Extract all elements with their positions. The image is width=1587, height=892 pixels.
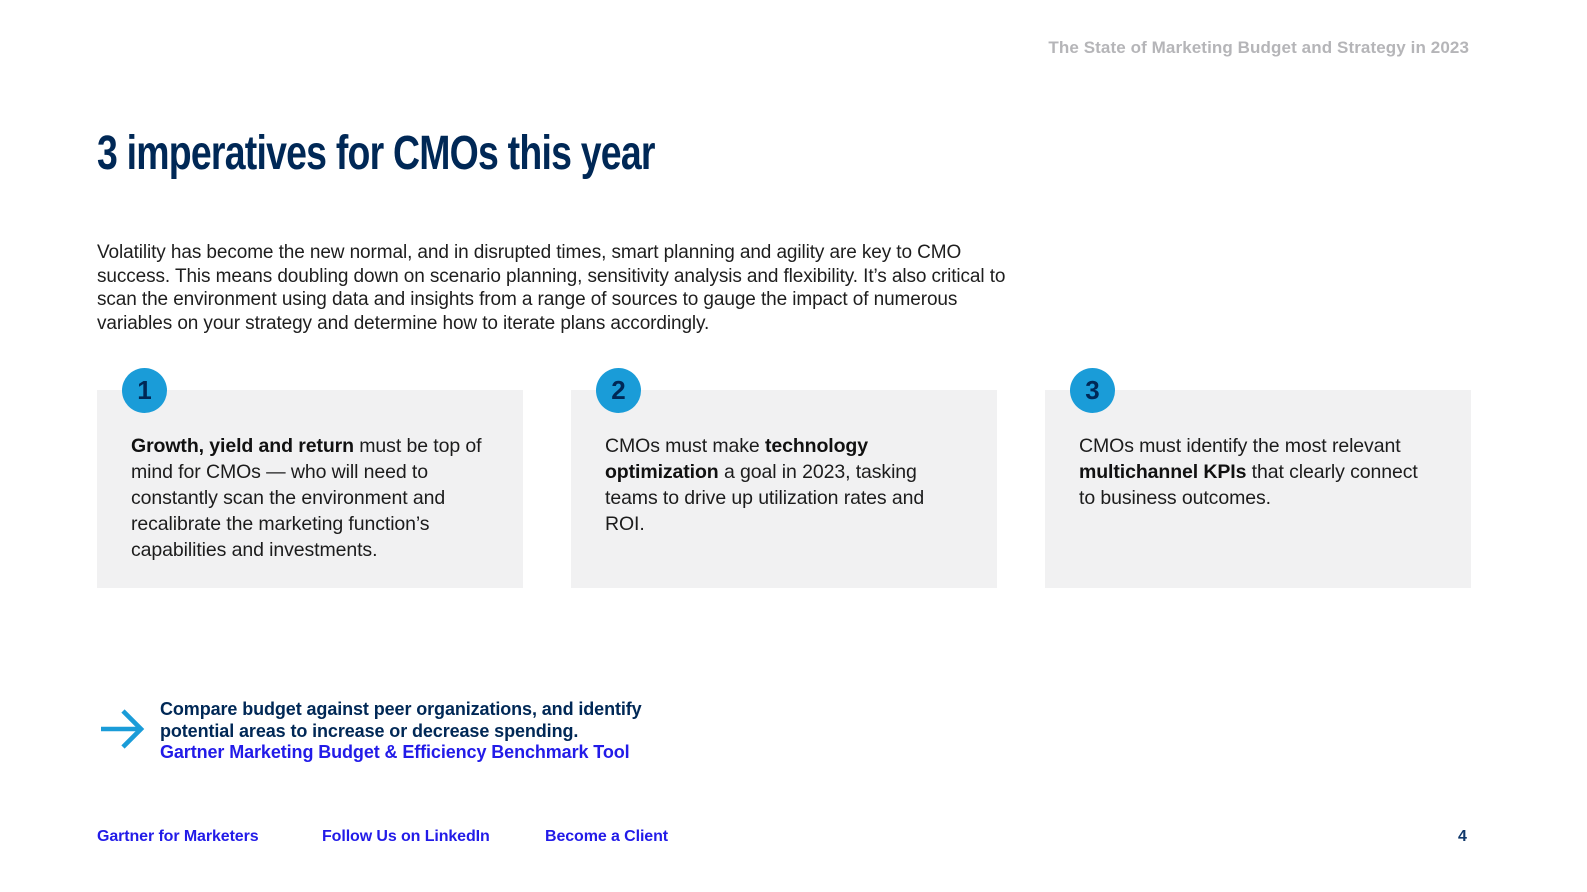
running-title: The State of Marketing Budget and Strate… [1048, 38, 1469, 57]
card-text-bold: technology optimization [605, 435, 868, 483]
footer-link-become-a-client[interactable]: Become a Client [545, 828, 668, 845]
card-text-pre: CMOs must identify the most relevant [1079, 435, 1401, 457]
imperatives-card-list: 1 Growth, yield and return must be top o… [97, 368, 1471, 588]
cta-line-1: Compare budget against peer organization… [160, 699, 642, 719]
card-text-bold: multichannel KPIs [1079, 461, 1247, 483]
card-text-post: that clearly connect to business outcome… [1079, 461, 1418, 509]
footer-link-follow-linkedin[interactable]: Follow Us on LinkedIn [322, 828, 490, 845]
card-body: CMOs must identify the most relevant mul… [1045, 390, 1471, 588]
intro-paragraph: Volatility has become the new normal, an… [97, 242, 1006, 334]
footer-link-gartner-for-marketers[interactable]: Gartner for Marketers [97, 828, 259, 845]
card-text-post: a goal in 2023, tasking teams to drive u… [605, 461, 925, 535]
benchmark-tool-link[interactable]: Gartner Marketing Budget & Efficiency Be… [160, 742, 630, 762]
card-text: CMOs must identify the most relevant mul… [1079, 433, 1433, 511]
number-badge: 3 [1070, 368, 1115, 413]
card-body: CMOs must make technology optimization a… [571, 390, 997, 588]
card-body: Growth, yield and return must be top of … [97, 390, 523, 588]
page-number: 4 [1458, 828, 1467, 845]
cta-text-block: Compare budget against peer organization… [160, 699, 642, 764]
imperative-card-2: 2 CMOs must make technology optimization… [571, 368, 997, 588]
card-text: CMOs must make technology optimization a… [605, 433, 959, 537]
imperative-card-3: 3 CMOs must identify the most relevant m… [1045, 368, 1471, 588]
imperative-card-1: 1 Growth, yield and return must be top o… [97, 368, 523, 588]
card-text: Growth, yield and return must be top of … [131, 433, 485, 563]
number-badge: 2 [596, 368, 641, 413]
card-text-post: must be top of mind for CMOs — who will … [131, 435, 482, 561]
page-title: 3 imperatives for CMOs this year [97, 127, 655, 180]
benchmark-cta: Compare budget against peer organization… [99, 699, 642, 764]
card-text-pre: CMOs must make [605, 435, 765, 457]
cta-line-2: potential areas to increase or decrease … [160, 720, 579, 741]
number-badge: 1 [122, 368, 167, 413]
right-arrow-icon [99, 705, 147, 758]
card-text-bold: Growth, yield and return [131, 435, 354, 457]
